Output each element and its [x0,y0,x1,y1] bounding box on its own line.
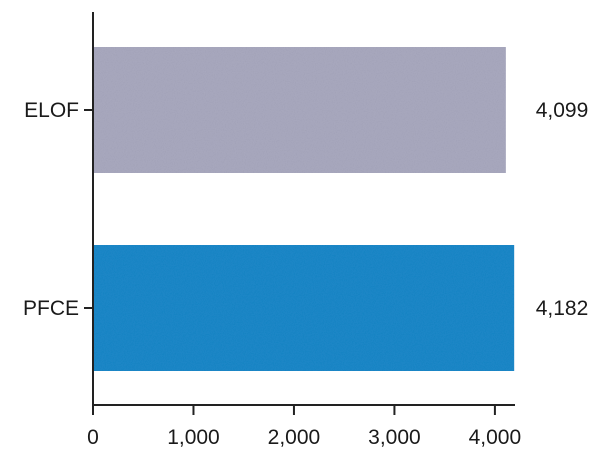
x-tick-label: 1,000 [167,426,220,449]
bar-value-labels: 4,099 4,182 [536,99,589,320]
value-label-elof: 4,099 [536,99,589,122]
y-axis-category-labels: ELOF PFCE [23,99,79,320]
value-label-pfce: 4,182 [536,297,589,320]
x-tick-label: 0 [87,426,99,449]
x-axis-ticks: 0 1,000 2,000 3,000 4,000 [84,109,522,449]
bar-pfce [94,245,515,371]
x-tick-label: 4,000 [469,426,522,449]
category-label-pfce: PFCE [23,297,79,320]
bars-layer [94,47,515,371]
bar-elof [94,47,506,173]
x-tick-label: 3,000 [368,426,421,449]
category-label-elof: ELOF [24,99,79,122]
x-tick-label: 2,000 [268,426,321,449]
